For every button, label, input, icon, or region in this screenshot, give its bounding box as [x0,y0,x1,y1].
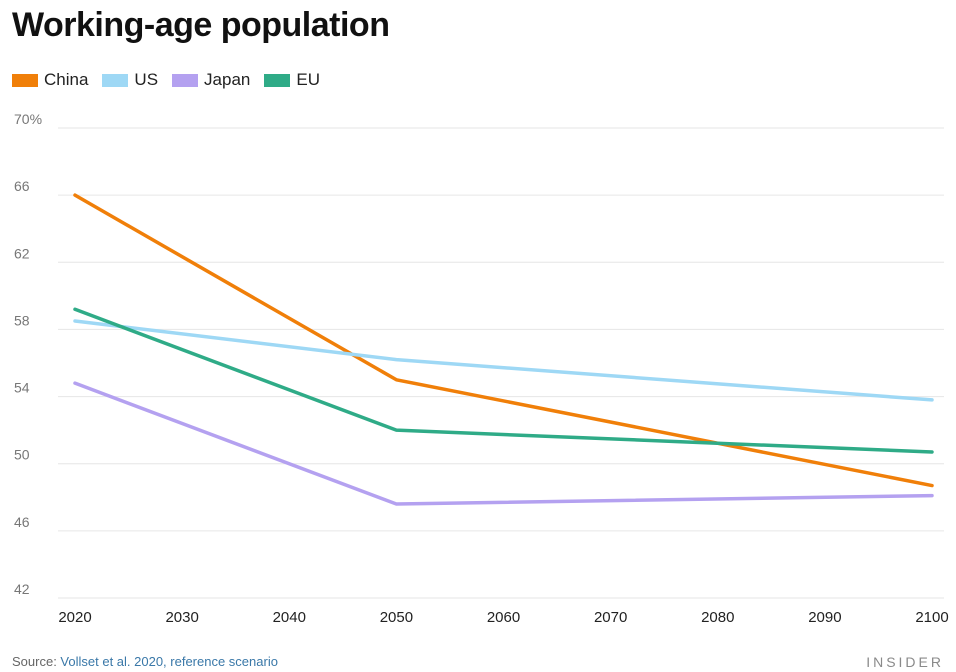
source-label: Source: [12,654,60,669]
x-tick-label: 2070 [594,609,627,626]
x-tick-label: 2020 [58,609,91,626]
y-tick-label: 58 [14,312,30,328]
x-tick-label: 2050 [380,609,413,626]
x-tick-label: 2060 [487,609,520,626]
y-tick-label: 50 [14,447,30,463]
x-tick-label: 2100 [915,609,948,626]
series-line-us [75,321,932,400]
y-tick-label: 66 [14,178,30,194]
y-tick-label: 54 [14,380,30,396]
source-note: Source: Vollset et al. 2020, reference s… [12,654,278,669]
insider-logo: INSIDER [866,654,944,670]
source-link[interactable]: Vollset et al. 2020, reference scenario [60,654,278,669]
y-tick-label: 42 [14,581,30,597]
series-line-china [75,195,932,485]
x-tick-label: 2080 [701,609,734,626]
x-tick-label: 2090 [808,609,841,626]
y-tick-label: 62 [14,245,30,261]
x-tick-label: 2030 [165,609,198,626]
x-tick-label: 2040 [273,609,306,626]
y-tick-label: 46 [14,514,30,530]
y-tick-label: 70% [14,111,42,127]
